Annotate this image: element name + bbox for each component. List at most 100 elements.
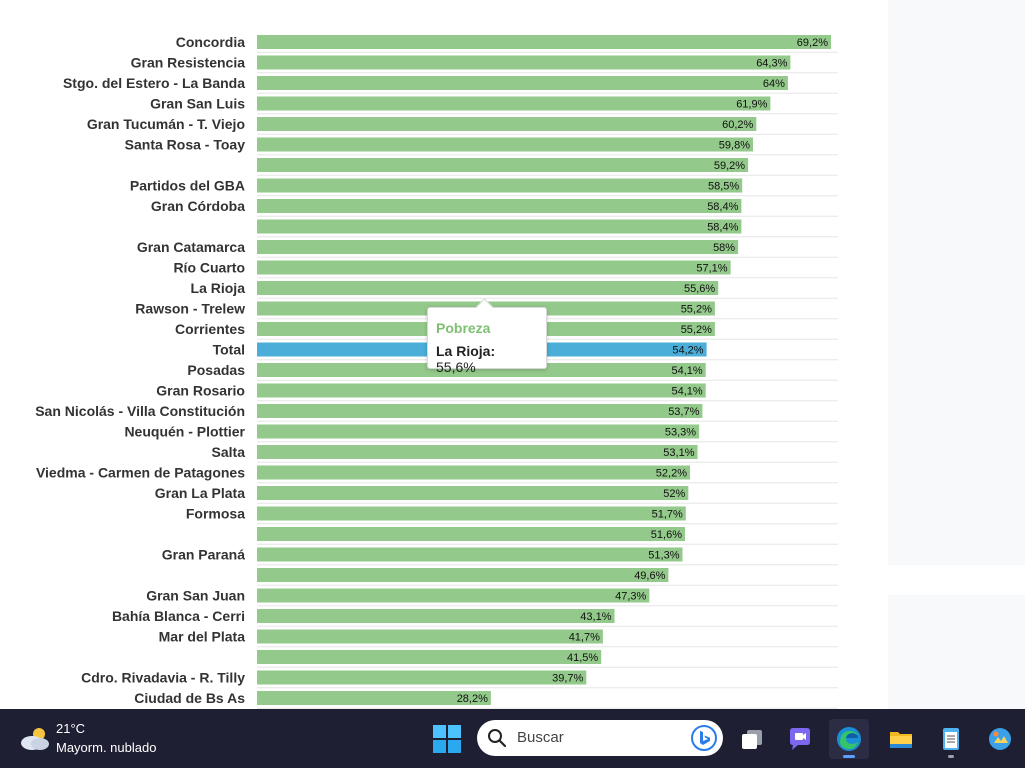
value-label: 52,2% (656, 468, 687, 480)
bar[interactable] (257, 76, 788, 90)
windows-start-icon[interactable] (433, 725, 461, 753)
side-panel (888, 0, 1025, 565)
bar[interactable] (257, 281, 718, 295)
bar[interactable] (257, 384, 706, 398)
notepad-icon[interactable] (931, 719, 971, 759)
category-label: Gran San Juan (146, 588, 245, 604)
category-label: Gran Paraná (162, 547, 245, 563)
bar[interactable] (257, 466, 690, 480)
value-label: 54,2% (672, 345, 703, 357)
bar[interactable] (257, 650, 601, 664)
bar[interactable] (257, 220, 741, 234)
value-label: 58,5% (708, 181, 739, 193)
category-label: Gran Tucumán - T. Viejo (87, 116, 245, 132)
weather-temperature: 21°C (56, 721, 85, 736)
value-label: 53,7% (668, 406, 699, 418)
side-panel-lower (888, 595, 1025, 710)
value-label: 52% (663, 488, 685, 500)
search-placeholder: Buscar (517, 729, 564, 746)
category-label: Gran Rosario (156, 383, 245, 399)
bar[interactable] (257, 261, 731, 275)
value-label: 51,3% (648, 550, 679, 562)
bar[interactable] (257, 630, 603, 644)
gallery-icon[interactable] (980, 719, 1020, 759)
category-label: Bahía Blanca - Cerri (112, 608, 245, 624)
bar[interactable] (257, 56, 790, 70)
value-label: 57,1% (696, 263, 727, 275)
bar[interactable] (257, 179, 742, 193)
category-label: Salta (212, 444, 246, 460)
category-label: Ciudad de Bs As (134, 690, 245, 706)
value-label: 69,2% (797, 37, 828, 49)
value-label: 61,9% (736, 99, 767, 111)
bar[interactable] (257, 671, 586, 685)
value-label: 58,4% (707, 201, 738, 213)
category-label: Cdro. Rivadavia - R. Tilly (81, 670, 245, 686)
bar[interactable] (257, 138, 753, 152)
category-label: Gran La Plata (155, 485, 245, 501)
category-label: Río Cuarto (173, 260, 245, 276)
bar[interactable] (257, 117, 756, 131)
value-label: 43,1% (580, 611, 611, 623)
task-view-icon[interactable] (732, 719, 772, 759)
value-label: 55,6% (684, 283, 715, 295)
value-label: 60,2% (722, 119, 753, 131)
bar[interactable] (257, 548, 683, 562)
tooltip-value: 55,6% (436, 359, 476, 375)
value-label: 51,6% (651, 529, 682, 541)
file-explorer-icon[interactable] (881, 719, 921, 759)
category-label: Neuquén - Plottier (124, 424, 245, 440)
category-label: Santa Rosa - Toay (125, 137, 246, 153)
bar[interactable] (257, 589, 649, 603)
bing-icon[interactable] (691, 725, 717, 751)
open-app-indicator (948, 755, 954, 758)
chart-tooltip: Pobreza La Rioja: 55,6% (427, 307, 547, 369)
bar[interactable] (257, 240, 738, 254)
search-icon (487, 728, 507, 748)
active-app-indicator (843, 755, 855, 758)
category-label: Gran Resistencia (131, 55, 246, 71)
value-label: 39,7% (552, 673, 583, 685)
bar[interactable] (257, 404, 702, 418)
tooltip-category: La Rioja: (436, 343, 495, 359)
value-label: 59,8% (719, 140, 750, 152)
weather-description: Mayorm. nublado (56, 740, 156, 755)
cloudy-weather-icon (18, 725, 52, 753)
bar[interactable] (257, 158, 748, 172)
bar[interactable] (257, 97, 770, 111)
bar[interactable] (257, 35, 831, 49)
bar[interactable] (257, 445, 698, 459)
category-label: Gran Córdoba (151, 198, 245, 214)
edge-browser-icon[interactable] (829, 719, 869, 759)
category-label: Partidos del GBA (130, 178, 245, 194)
value-label: 54,1% (671, 386, 702, 398)
value-label: 58,4% (707, 222, 738, 234)
value-label: 51,7% (652, 509, 683, 521)
bar[interactable] (257, 507, 686, 521)
value-label: 49,6% (634, 570, 665, 582)
category-label: Rawson - Trelew (135, 301, 245, 317)
category-label: San Nicolás - Villa Constitución (35, 403, 245, 419)
category-label: Gran Catamarca (137, 239, 245, 255)
bar[interactable] (257, 568, 668, 582)
bar[interactable] (257, 609, 615, 623)
tooltip-title: Pobreza (436, 320, 538, 336)
bar[interactable] (257, 199, 741, 213)
value-label: 41,5% (567, 652, 598, 664)
taskbar-search-box[interactable]: Buscar (477, 720, 723, 756)
taskbar: 21°C Mayorm. nublado Buscar (0, 709, 1025, 768)
value-label: 64% (763, 78, 785, 90)
bar[interactable] (257, 425, 699, 439)
category-label: La Rioja (191, 280, 246, 296)
bar[interactable] (257, 486, 688, 500)
bar[interactable] (257, 527, 685, 541)
value-label: 55,2% (681, 324, 712, 336)
value-label: 53,1% (663, 447, 694, 459)
chat-icon[interactable] (780, 719, 820, 759)
category-label: Total (213, 342, 245, 358)
value-label: 28,2% (457, 693, 488, 705)
category-label: Formosa (186, 506, 245, 522)
category-label: Corrientes (175, 321, 245, 337)
category-label: Viedma - Carmen de Patagones (36, 465, 245, 481)
category-label: Stgo. del Estero - La Banda (63, 75, 245, 91)
